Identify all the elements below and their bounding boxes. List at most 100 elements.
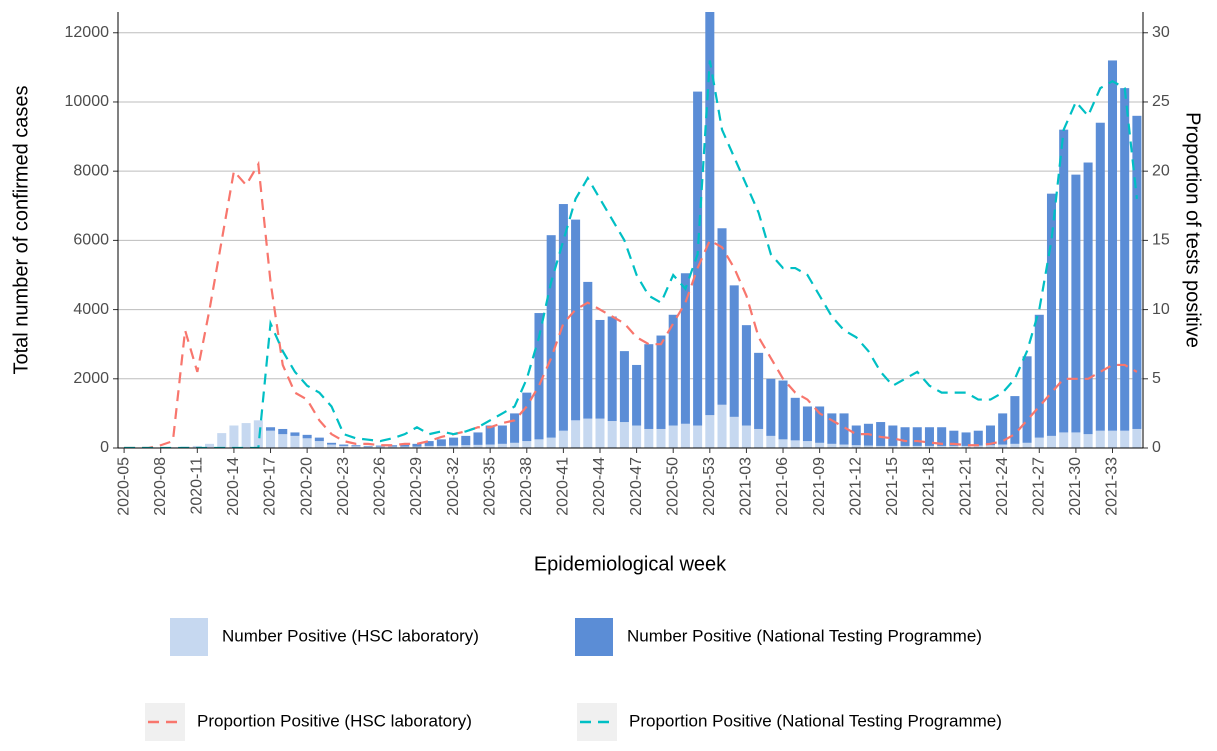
bar-segment: [644, 344, 654, 429]
bar-segment: [229, 425, 239, 448]
bar-segment: [266, 430, 276, 448]
x-tick-label: 2020-41: [555, 457, 572, 516]
bar-segment: [632, 425, 642, 448]
bar-segment: [339, 445, 349, 448]
bar-segment: [571, 420, 581, 448]
x-tick-label: 2020-35: [481, 457, 498, 516]
x-tick-label: 2020-29: [408, 457, 425, 516]
y2-tick-label: 15: [1152, 232, 1170, 249]
bar-segment: [680, 423, 690, 448]
y-tick-label: 6000: [73, 232, 109, 249]
x-tick-label: 2020-17: [262, 457, 279, 516]
bar-segment: [424, 445, 434, 448]
legend-label: Proportion Positive (National Testing Pr…: [629, 711, 1002, 730]
bar-segment: [388, 446, 398, 448]
bar-segment: [278, 434, 288, 448]
bar-segment: [1095, 122, 1105, 431]
bar-segment: [1120, 430, 1130, 448]
bar-segment: [351, 445, 361, 447]
x-tick-label: 2021-12: [847, 457, 864, 516]
bar-segment: [412, 446, 422, 448]
x-tick-label: 2021-15: [884, 457, 901, 516]
bar-segment: [717, 404, 727, 448]
bar-segment: [1083, 434, 1093, 448]
bar-segment: [949, 430, 959, 446]
bar-segment: [1010, 396, 1020, 444]
bar-segment: [998, 413, 1008, 445]
y2-axis-title: Proportion of tests positive: [1182, 112, 1204, 348]
x-tick-label: 2020-50: [664, 457, 681, 516]
bar-segment: [998, 444, 1008, 448]
x-tick-label: 2020-44: [591, 457, 608, 516]
bar-segment: [827, 413, 837, 444]
x-tick-label: 2020-32: [445, 457, 462, 516]
bar-segment: [876, 445, 886, 448]
bar-segment: [973, 445, 983, 448]
bar-segment: [888, 445, 898, 448]
bar-segment: [668, 314, 678, 426]
y-tick-label: 8000: [73, 162, 109, 179]
x-tick-label: 2020-14: [225, 457, 242, 516]
legend-label: Number Positive (HSC laboratory): [222, 626, 479, 645]
x-tick-label: 2020-53: [701, 457, 718, 516]
y2-tick-label: 5: [1152, 370, 1161, 387]
bar-segment: [851, 425, 861, 446]
bar-segment: [253, 420, 263, 448]
x-tick-label: 2020-08: [152, 457, 169, 516]
bar-segment: [314, 437, 324, 442]
x-tick-label: 2021-21: [957, 457, 974, 516]
bar-segment: [912, 427, 922, 446]
bar-segment: [1046, 193, 1056, 436]
y2-tick-label: 10: [1152, 301, 1170, 318]
bar-segment: [266, 427, 276, 431]
x-tick-label: 2021-24: [994, 457, 1011, 516]
bar-segment: [1022, 356, 1032, 443]
bar-segment: [693, 91, 703, 426]
bar-segment: [900, 445, 910, 448]
x-tick-label: 2020-47: [628, 457, 645, 516]
x-tick-label: 2020-05: [115, 457, 132, 516]
bar-segment: [754, 352, 764, 429]
bar-segment: [497, 425, 507, 444]
bar-segment: [351, 446, 361, 448]
bar-segment: [924, 445, 934, 448]
bar-segment: [534, 313, 544, 440]
bar-segment: [363, 446, 373, 448]
x-tick-label: 2021-09: [811, 457, 828, 516]
plot-area: [119, 12, 1142, 448]
bar-segment: [961, 445, 971, 448]
bar-segment: [558, 204, 568, 431]
bar-segment: [473, 444, 483, 448]
bar-segment: [485, 444, 495, 448]
x-tick-label: 2021-30: [1067, 457, 1084, 516]
bar-segment: [436, 439, 446, 446]
bar-segment: [741, 425, 751, 448]
bar-segment: [1083, 162, 1093, 435]
bar-segment: [1071, 432, 1081, 448]
bar-segment: [1071, 174, 1081, 433]
bar-segment: [497, 443, 507, 448]
bar-segment: [741, 325, 751, 426]
bar-segment: [217, 433, 227, 448]
bar-segment: [449, 445, 459, 448]
bar-segment: [546, 437, 556, 448]
bar-segment: [412, 443, 422, 447]
bar-segment: [693, 425, 703, 448]
bar-segment: [302, 434, 312, 439]
bar-segment: [924, 427, 934, 446]
x-tick-label: 2021-18: [921, 457, 938, 516]
bar-segment: [327, 444, 337, 448]
bar-segment: [241, 423, 251, 448]
bar-segment: [339, 444, 349, 446]
bar-segment: [375, 445, 385, 447]
bar-segment: [1046, 435, 1056, 448]
bar-segment: [839, 444, 849, 448]
x-tick-label: 2020-26: [372, 457, 389, 516]
bar-segment: [729, 416, 739, 448]
bar-segment: [827, 443, 837, 448]
bar-segment: [815, 406, 825, 443]
bar-segment: [290, 435, 300, 448]
bar-segment: [522, 392, 532, 442]
bar-segment: [717, 228, 727, 405]
bar-segment: [754, 428, 764, 448]
